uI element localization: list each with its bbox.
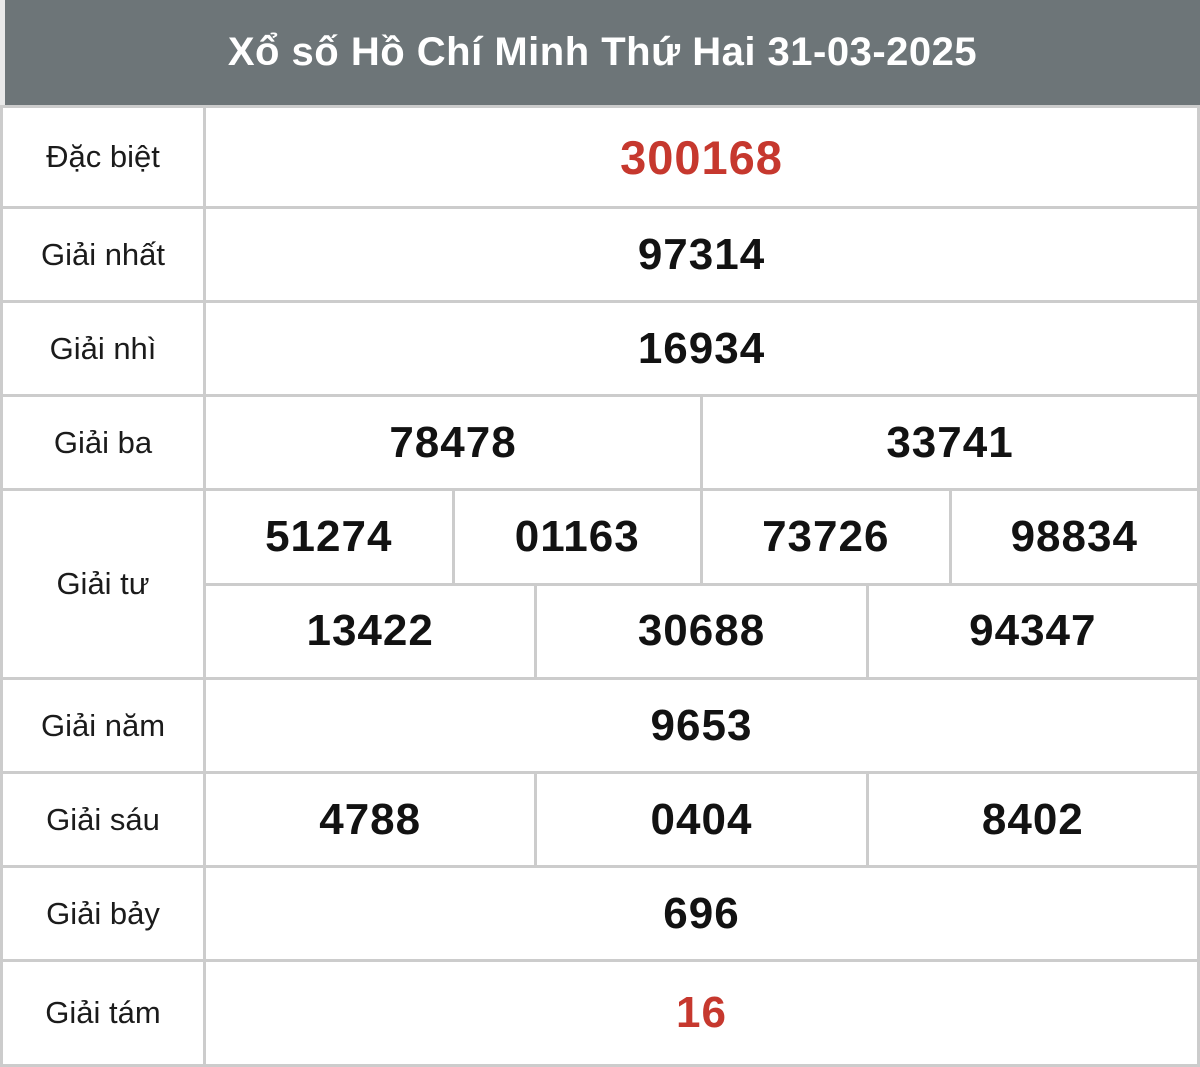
- prize-label: Giải tám: [45, 995, 161, 1031]
- prize-value: 51274: [265, 512, 393, 562]
- prize-value-cell: 13422: [206, 585, 535, 678]
- prize-row-eighth: Giải tám 16: [3, 962, 1197, 1064]
- prize-row-first: Giải nhất 97314: [3, 209, 1197, 301]
- prize-value: 94347: [969, 606, 1097, 656]
- prize-value-cell: 30688: [537, 585, 866, 678]
- page-title: Xổ số Hồ Chí Minh Thứ Hai 31-03-2025: [227, 30, 978, 74]
- prize-label: Giải ba: [53, 424, 153, 460]
- prize-value-cell: 4788: [206, 774, 535, 866]
- prize-value: 98834: [1010, 512, 1138, 562]
- prize-value: 9653: [650, 700, 753, 750]
- prize-value-cell: 9653: [206, 680, 1197, 772]
- prize-label: Giải bảy: [46, 895, 160, 931]
- prize-value: 01163: [514, 512, 640, 562]
- prize-value-cell: 16: [206, 962, 1197, 1064]
- prize-label: Giải năm: [40, 707, 166, 743]
- prize-value: 97314: [637, 229, 766, 279]
- prize-value-cell: 0404: [537, 774, 866, 866]
- prize-label-cell: Giải nhì: [3, 303, 203, 395]
- prize-label: Giải nhì: [49, 330, 157, 366]
- prize-label: Giải sáu: [46, 801, 160, 837]
- prize-value: 4788: [319, 794, 422, 844]
- prize-label-cell: Giải nhất: [3, 209, 203, 301]
- prize-value: 300168: [620, 130, 783, 184]
- prize-value-cell: 300168: [206, 108, 1197, 207]
- prize-value-cell: 33741: [703, 397, 1197, 489]
- prize-row-second: Giải nhì 16934: [3, 303, 1197, 395]
- results-table: Đặc biệt 300168 Giải nhất 97314 Giải nhì…: [0, 105, 1200, 1067]
- prize-value: 33741: [886, 417, 1014, 467]
- prize-value: 696: [663, 888, 740, 938]
- prize-label-cell: Giải năm: [3, 680, 203, 772]
- prize-value-cell: 696: [206, 868, 1197, 960]
- prize-value: 13422: [306, 606, 434, 656]
- prize-label: Đặc biệt: [46, 139, 160, 175]
- prize-label-cell: Giải bảy: [3, 868, 203, 960]
- prize-value: 30688: [637, 606, 766, 656]
- prize-value-cell: 73726: [703, 491, 949, 583]
- prize-label-cell: Giải sáu: [3, 774, 203, 866]
- prize-label: Giải nhất: [40, 236, 166, 272]
- prize-value: 73726: [762, 512, 890, 562]
- prize-row-sixth: Giải sáu 4788 0404 8402: [3, 774, 1197, 866]
- prize-value-cell: 94347: [868, 585, 1197, 678]
- prize-row-seventh: Giải bảy 696: [3, 868, 1197, 960]
- prize-value: 16: [676, 988, 727, 1038]
- prize-value: 8402: [981, 794, 1084, 844]
- prize-fourth-line-1: 51274 01163 73726 98834: [206, 491, 1197, 583]
- prize-value-cell: 78478: [206, 397, 700, 489]
- prize-label: Giải tư: [56, 566, 150, 602]
- prize-value-cell: 98834: [951, 491, 1197, 583]
- prize-row-fourth: Giải tư 51274 01163 73726 98834: [3, 491, 1197, 678]
- prize-value: 0404: [650, 794, 753, 844]
- prize-label-cell: Đặc biệt: [3, 108, 203, 207]
- prize-value-cell: 51274: [206, 491, 452, 583]
- prize-value-cell: 8402: [868, 774, 1197, 866]
- prize-label-cell: Giải tư: [3, 491, 203, 678]
- prize-fourth-subrows: 51274 01163 73726 98834 13422: [206, 491, 1197, 678]
- prize-value-cell: 16934: [206, 303, 1197, 395]
- page-header: Xổ số Hồ Chí Minh Thứ Hai 31-03-2025: [0, 0, 1200, 105]
- prize-row-special: Đặc biệt 300168: [3, 108, 1197, 207]
- prize-value-cell: 01163: [454, 491, 700, 583]
- prize-value: 16934: [637, 323, 766, 373]
- prize-value: 78478: [389, 417, 517, 467]
- prize-label-cell: Giải ba: [3, 397, 203, 489]
- prize-row-fifth: Giải năm 9653: [3, 680, 1197, 772]
- prize-value-cell: 97314: [206, 209, 1197, 301]
- prize-label-cell: Giải tám: [3, 962, 203, 1064]
- prize-fourth-line-2: 13422 30688 94347: [206, 585, 1197, 678]
- prize-row-third: Giải ba 78478 33741: [3, 397, 1197, 489]
